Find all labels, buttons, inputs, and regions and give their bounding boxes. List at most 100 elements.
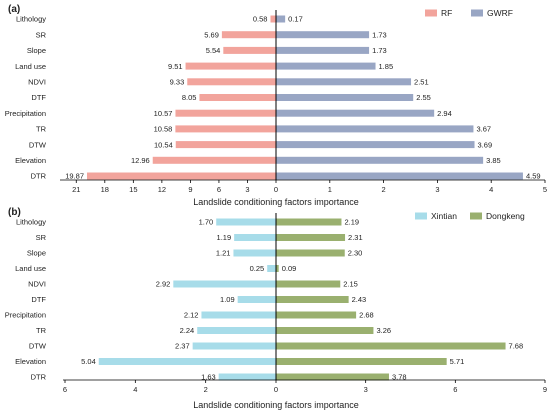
- value-label: 5.71: [450, 357, 465, 366]
- bar-xintian-dtw: [192, 342, 276, 350]
- bar-dongkeng-dtf: [276, 296, 349, 303]
- value-label: 2.12: [184, 311, 199, 320]
- category-label: Land use: [15, 264, 46, 273]
- bar-rf-elevation: [152, 156, 276, 164]
- value-label: 1.09: [220, 295, 235, 304]
- x-tick-label: 6: [63, 385, 67, 394]
- bar-rf-sr: [221, 31, 276, 39]
- panel-a-chart: (a)Lithology 0.58 0.17 SR 5.69 1.73 Slope 5.54 1…: [5, 4, 547, 207]
- bar-gwrf-dtw: [276, 141, 475, 149]
- category-label: DTR: [31, 373, 47, 382]
- x-tick-label: 9: [188, 185, 192, 194]
- bar-gwrf-dtf: [276, 94, 414, 101]
- value-label: 10.57: [154, 109, 173, 118]
- bar-rf-lithology: [270, 15, 276, 23]
- bar-rf-dtf: [199, 94, 276, 101]
- value-label: 2.68: [359, 311, 374, 320]
- value-label: 10.58: [154, 125, 173, 134]
- value-label: 7.68: [509, 342, 524, 351]
- x-tick-label: 2: [204, 385, 208, 394]
- bar-gwrf-sr: [276, 31, 370, 39]
- bar-gwrf-elevation: [276, 156, 484, 164]
- value-label: 2.19: [344, 218, 359, 227]
- bar-xintian-ndvi: [173, 280, 276, 288]
- value-label: 12.96: [131, 156, 150, 165]
- x-tick-label: 5: [543, 185, 547, 194]
- value-label: 2.55: [416, 93, 431, 102]
- value-label: 3.26: [376, 326, 391, 335]
- legend-swatch-gwrf: [471, 9, 483, 17]
- category-label: NDVI: [28, 78, 46, 87]
- x-tick-label: 3: [364, 385, 368, 394]
- bar-dongkeng-lithology: [276, 218, 342, 226]
- bar-dongkeng-slope: [276, 249, 345, 257]
- bar-gwrf-dtr: [276, 172, 523, 180]
- bar-xintian-slope: [233, 249, 276, 257]
- value-label: 0.09: [282, 264, 297, 273]
- category-label: Slope: [27, 46, 46, 55]
- legend-label: Dongkeng: [486, 211, 525, 221]
- bar-dongkeng-sr: [276, 234, 346, 241]
- bar-xintian-precipitation: [201, 311, 276, 319]
- legend: RF GWRF: [425, 8, 513, 18]
- value-label: 5.69: [204, 30, 219, 39]
- value-label: 1.73: [372, 30, 387, 39]
- x-axis-title: Landslide conditioning factors importanc…: [193, 197, 359, 207]
- x-tick-label: 0: [274, 185, 278, 194]
- category-label: SR: [36, 30, 47, 39]
- bar-gwrf-precipitation: [276, 109, 435, 117]
- bar-xintian-sr: [234, 234, 276, 241]
- bar-xintian-dtf: [237, 296, 276, 303]
- value-label: 10.54: [154, 140, 173, 149]
- value-label: 1.21: [216, 249, 231, 258]
- bar-dongkeng-dtw: [276, 342, 506, 350]
- x-tick-label: 9: [543, 385, 547, 394]
- bar-rf-slope: [223, 46, 276, 54]
- bar-dongkeng-ndvi: [276, 280, 341, 288]
- panel-b-chart: (b)Lithology 1.70 2.19 SR 1.19 2.31 Slope 1.21 2…: [5, 207, 547, 410]
- x-tick-label: 12: [158, 185, 166, 194]
- value-label: 2.31: [348, 233, 363, 242]
- bar-rf-tr: [175, 125, 276, 133]
- value-label: 2.51: [414, 78, 429, 87]
- value-label: 5.04: [81, 357, 96, 366]
- bar-rf-land-use: [185, 62, 276, 70]
- value-label: 3.67: [476, 125, 491, 134]
- category-label: TR: [36, 125, 47, 134]
- value-label: 3.85: [486, 156, 501, 165]
- value-label: 1.19: [217, 233, 232, 242]
- category-label: DTF: [31, 295, 46, 304]
- value-label: 1.63: [201, 373, 216, 382]
- bar-rf-dtw: [175, 141, 276, 149]
- x-tick-label: 18: [101, 185, 109, 194]
- value-label: 2.94: [437, 109, 452, 118]
- value-label: 3.69: [478, 140, 493, 149]
- x-tick-label: 3: [245, 185, 249, 194]
- x-tick-label: 0: [274, 385, 278, 394]
- value-label: 8.05: [182, 93, 197, 102]
- bar-xintian-tr: [197, 327, 276, 334]
- x-tick-label: 4: [489, 185, 493, 194]
- bar-gwrf-lithology: [276, 15, 286, 23]
- bar-gwrf-ndvi: [276, 78, 412, 86]
- bar-xintian-elevation: [98, 358, 276, 365]
- category-label: Lithology: [16, 15, 46, 24]
- bar-dongkeng-tr: [276, 327, 374, 334]
- x-tick-label: 21: [72, 185, 80, 194]
- category-label: TR: [36, 326, 47, 335]
- value-label: 2.37: [175, 342, 190, 351]
- category-label: Precipitation: [5, 109, 46, 118]
- bar-xintian-lithology: [216, 218, 276, 226]
- panel-label: (b): [8, 207, 21, 218]
- category-label: DTF: [31, 93, 46, 102]
- value-label: 0.17: [288, 15, 303, 24]
- bar-dongkeng-precipitation: [276, 311, 357, 319]
- category-label: Land use: [15, 62, 46, 71]
- legend-swatch-rf: [425, 9, 437, 17]
- legend-swatch-xintian: [415, 212, 427, 220]
- value-label: 2.15: [343, 280, 358, 289]
- x-tick-label: 15: [129, 185, 137, 194]
- bar-dongkeng-dtr: [276, 373, 389, 381]
- bar-xintian-dtr: [218, 373, 276, 381]
